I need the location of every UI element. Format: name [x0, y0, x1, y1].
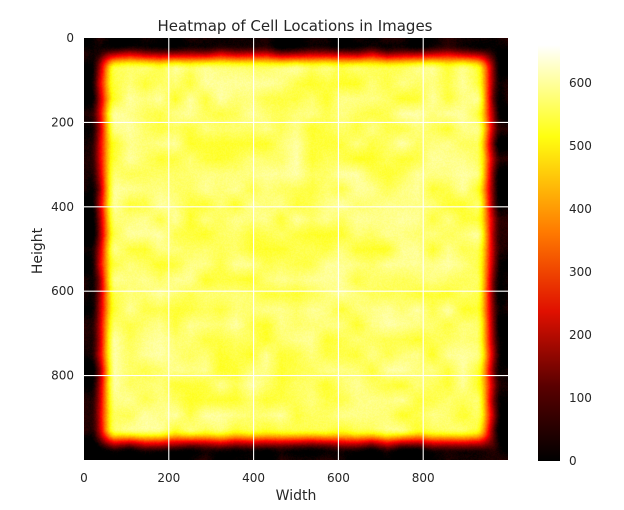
heatmap-canvas: [84, 38, 508, 460]
colorbar-tick-label: 600: [569, 76, 592, 90]
x-tick-label: 200: [157, 471, 180, 485]
colorbar: 0 100 200 300 400 500 600: [538, 45, 592, 468]
x-tick-label: 400: [242, 471, 265, 485]
grid-lines: [84, 38, 508, 460]
y-tick-label: 400: [51, 200, 74, 214]
colorbar-tick-label: 300: [569, 265, 592, 279]
x-tick-label: 800: [412, 471, 435, 485]
colorbar-ticks: 0 100 200 300 400 500 600: [569, 76, 592, 468]
colorbar-tick-label: 200: [569, 328, 592, 342]
x-tick-label: 600: [327, 471, 350, 485]
y-tick-label: 200: [51, 115, 74, 129]
heatmap-plot: [84, 38, 508, 460]
y-tick-label: 600: [51, 284, 74, 298]
x-axis: 0 200 400 600 800: [80, 471, 434, 485]
colorbar-tick-label: 0: [569, 454, 577, 468]
y-axis: 0 200 400 600 800: [51, 31, 74, 383]
y-tick-label: 800: [51, 369, 74, 383]
colorbar-tick-label: 400: [569, 202, 592, 216]
colorbar-gradient: [538, 45, 560, 461]
x-tick-label: 0: [80, 471, 88, 485]
y-tick-label: 0: [66, 31, 74, 45]
colorbar-tick-label: 100: [569, 391, 592, 405]
chart-title: Heatmap of Cell Locations in Images: [158, 17, 433, 35]
y-axis-label: Height: [30, 227, 46, 274]
x-axis-label: Width: [276, 488, 317, 504]
colorbar-tick-label: 500: [569, 139, 592, 153]
